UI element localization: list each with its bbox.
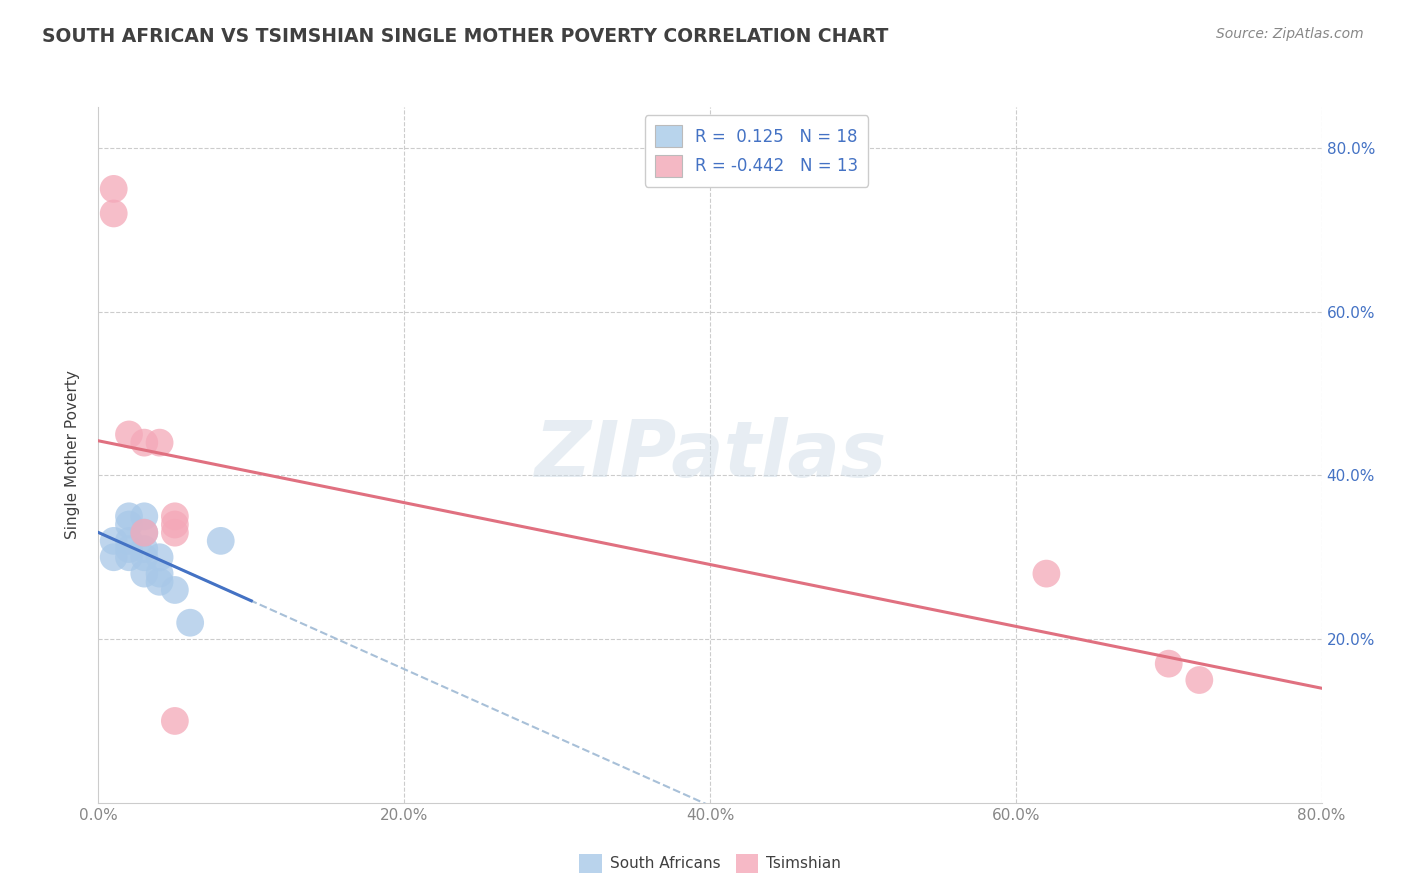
Point [103, 206, 125, 220]
Point [134, 525, 156, 540]
Point [149, 550, 172, 565]
Point [209, 533, 232, 548]
Point [118, 517, 141, 532]
Point [118, 509, 141, 524]
Point [134, 566, 156, 581]
Point [118, 542, 141, 557]
Point [134, 435, 156, 450]
Legend: South Africans, Tsimshian: South Africans, Tsimshian [574, 847, 846, 879]
Point [1157, 657, 1180, 671]
Point [163, 509, 186, 524]
Point [118, 533, 141, 548]
Text: SOUTH AFRICAN VS TSIMSHIAN SINGLE MOTHER POVERTY CORRELATION CHART: SOUTH AFRICAN VS TSIMSHIAN SINGLE MOTHER… [42, 27, 889, 45]
Point [118, 550, 141, 565]
Point [134, 542, 156, 557]
Point [163, 517, 186, 532]
Point [149, 574, 172, 589]
Point [149, 566, 172, 581]
Point [179, 615, 201, 630]
Point [134, 550, 156, 565]
Point [103, 550, 125, 565]
Y-axis label: Single Mother Poverty: Single Mother Poverty [65, 370, 80, 540]
Text: ZIPatlas: ZIPatlas [534, 417, 886, 493]
Point [1035, 566, 1057, 581]
Point [103, 182, 125, 196]
Point [134, 509, 156, 524]
Text: Source: ZipAtlas.com: Source: ZipAtlas.com [1216, 27, 1364, 41]
Point [163, 714, 186, 728]
Point [1188, 673, 1211, 687]
Point [103, 533, 125, 548]
Point [163, 582, 186, 597]
Point [118, 427, 141, 442]
Point [134, 525, 156, 540]
Point [149, 435, 172, 450]
Point [163, 525, 186, 540]
